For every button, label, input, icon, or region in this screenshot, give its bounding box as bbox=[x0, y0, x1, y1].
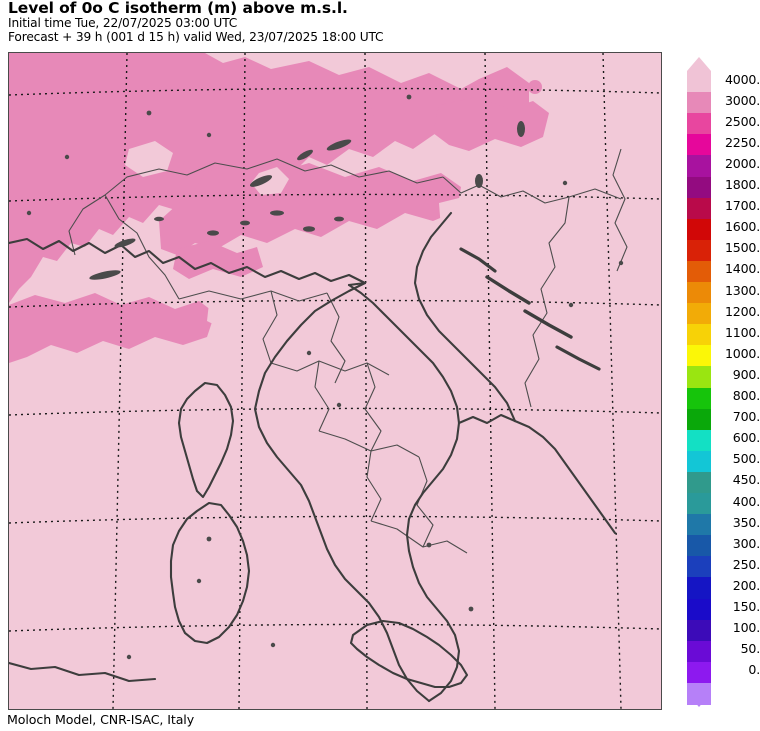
colorbar-tick-100: 100. bbox=[732, 620, 760, 636]
colorbar-tick-1000: 1000. bbox=[724, 345, 760, 361]
graticule-parallel-1 bbox=[9, 87, 661, 96]
colorbar-tick-700: 700. bbox=[732, 409, 760, 425]
colorbar-band-8 bbox=[687, 239, 711, 262]
field-pocket-2 bbox=[207, 293, 265, 333]
colorbar-tick-4000: 4000. bbox=[724, 71, 760, 87]
colorbar-tick-1300: 1300. bbox=[724, 282, 760, 298]
colorbar-tick-2500: 2500. bbox=[724, 113, 760, 129]
coastlines bbox=[9, 211, 617, 703]
colorbar-band-15 bbox=[687, 387, 711, 410]
colorbar-band-24 bbox=[687, 577, 711, 600]
colorbar-band-9 bbox=[687, 260, 711, 283]
colorbar-band-13 bbox=[687, 345, 711, 367]
colorbar-band-12 bbox=[687, 324, 711, 346]
colorbar-tick-1700: 1700. bbox=[724, 198, 760, 214]
colorbar-band-23 bbox=[687, 556, 711, 578]
colorbar-band-10 bbox=[687, 282, 711, 304]
colorbar-band-1 bbox=[687, 92, 711, 114]
colorbar-band-25 bbox=[687, 598, 711, 621]
colorbar-band-4 bbox=[687, 155, 711, 178]
field-speck-3 bbox=[183, 161, 191, 169]
colorbar-band-22 bbox=[687, 535, 711, 557]
colorbar-band-11 bbox=[687, 303, 711, 325]
colorbar-tick-0: 0. bbox=[748, 662, 760, 678]
header: Level of 0o C isotherm (m) above m.s.l. … bbox=[8, 0, 698, 44]
colorbar-band-28 bbox=[687, 661, 711, 684]
colorbar-tick-2000: 2000. bbox=[724, 155, 760, 171]
field-speck-2 bbox=[528, 80, 542, 94]
colorbar-tick-600: 600. bbox=[732, 430, 760, 446]
colorbar-tick-1100: 1100. bbox=[724, 324, 760, 340]
colorbar-tick-1600: 1600. bbox=[724, 219, 760, 235]
colorbar-band-20 bbox=[687, 493, 711, 515]
field-pocket-3 bbox=[125, 141, 173, 177]
terrain-speckles bbox=[26, 94, 624, 660]
colorbar-tick-1800: 1800. bbox=[724, 177, 760, 192]
colorbar-tick-1500: 1500. bbox=[724, 240, 760, 256]
colorbar-under-arrow bbox=[687, 693, 711, 707]
page-title: Level of 0o C isotherm (m) above m.s.l. bbox=[8, 0, 348, 17]
graticule-parallel-4 bbox=[9, 407, 661, 416]
colorbar-tick-300: 300. bbox=[732, 535, 760, 551]
graticule-meridian-5 bbox=[602, 53, 622, 709]
graticule-parallel-6 bbox=[9, 623, 661, 632]
colorbar-over-arrow bbox=[687, 57, 711, 71]
graticule-parallel-3 bbox=[9, 299, 661, 308]
colorbar-tick-1400: 1400. bbox=[724, 261, 760, 277]
colorbar-tick-200: 200. bbox=[732, 577, 760, 593]
model-credit: Moloch Model, CNR-ISAC, Italy bbox=[7, 712, 195, 727]
colorbar-band-26 bbox=[687, 619, 711, 642]
colorbar-band-7 bbox=[687, 218, 711, 241]
colorbar-labels: 4000. 3000. 2500. 2250. 2000. 1800. 1700. 1600.… bbox=[713, 57, 760, 707]
forecast-line: Forecast + 39 h (001 d 15 h) valid Wed, … bbox=[8, 29, 384, 44]
colorbar-band-17 bbox=[687, 429, 711, 452]
colorbar-tick-150: 150. bbox=[732, 599, 760, 614]
colorbar-band-14 bbox=[687, 366, 711, 389]
graticule-meridian-1 bbox=[112, 53, 128, 709]
colorbar-tick-900: 900. bbox=[732, 366, 760, 382]
graticule-meridian-4 bbox=[484, 53, 496, 709]
field-polygon-nw bbox=[9, 53, 529, 303]
isotherm-map bbox=[9, 53, 661, 709]
colorbar-band-3 bbox=[687, 134, 711, 156]
colorbar-tick-350: 350. bbox=[732, 514, 760, 530]
colorbar-tick-400: 400. bbox=[732, 493, 760, 509]
graticule-parallel-5 bbox=[9, 515, 661, 524]
colorbar-tick-800: 800. bbox=[732, 388, 760, 403]
colorbar-tick-3000: 3000. bbox=[724, 92, 760, 108]
colorbar-tick-50: 50. bbox=[740, 641, 760, 657]
colorbar-band-6 bbox=[687, 197, 711, 220]
field-polygon-alps bbox=[159, 161, 461, 255]
map-panel[interactable] bbox=[8, 52, 662, 710]
field-speck-1 bbox=[364, 108, 374, 118]
colorbar-band-2 bbox=[687, 113, 711, 135]
colorbar-band-0 bbox=[687, 71, 711, 93]
colorbar-tick-2250: 2250. bbox=[724, 134, 760, 150]
colorbar-tick-1200: 1200. bbox=[724, 303, 760, 319]
colorbar-tick-250: 250. bbox=[732, 556, 760, 572]
initial-time-line: Initial time Tue, 22/07/2025 03:00 UTC bbox=[8, 16, 238, 30]
colorbar-band-18 bbox=[687, 450, 711, 473]
graticule-meridian-2 bbox=[238, 53, 246, 709]
colorbar-tick-450: 450. bbox=[732, 472, 760, 488]
field-polygon-ne bbox=[433, 97, 549, 151]
field-polygon-sw bbox=[9, 293, 215, 363]
colorbar-tick-500: 500. bbox=[732, 451, 760, 467]
field-pocket-1 bbox=[439, 193, 549, 237]
colorbar bbox=[687, 57, 713, 707]
colorbar-band-27 bbox=[687, 640, 711, 663]
field-pockets-light bbox=[125, 141, 549, 333]
colorbar-band-21 bbox=[687, 514, 711, 536]
field-pocket-4 bbox=[251, 167, 289, 195]
colorbar-band-16 bbox=[687, 408, 711, 431]
regional-borders bbox=[68, 148, 628, 554]
colorbar-band-19 bbox=[687, 471, 711, 494]
colorbar-band-5 bbox=[687, 176, 711, 199]
